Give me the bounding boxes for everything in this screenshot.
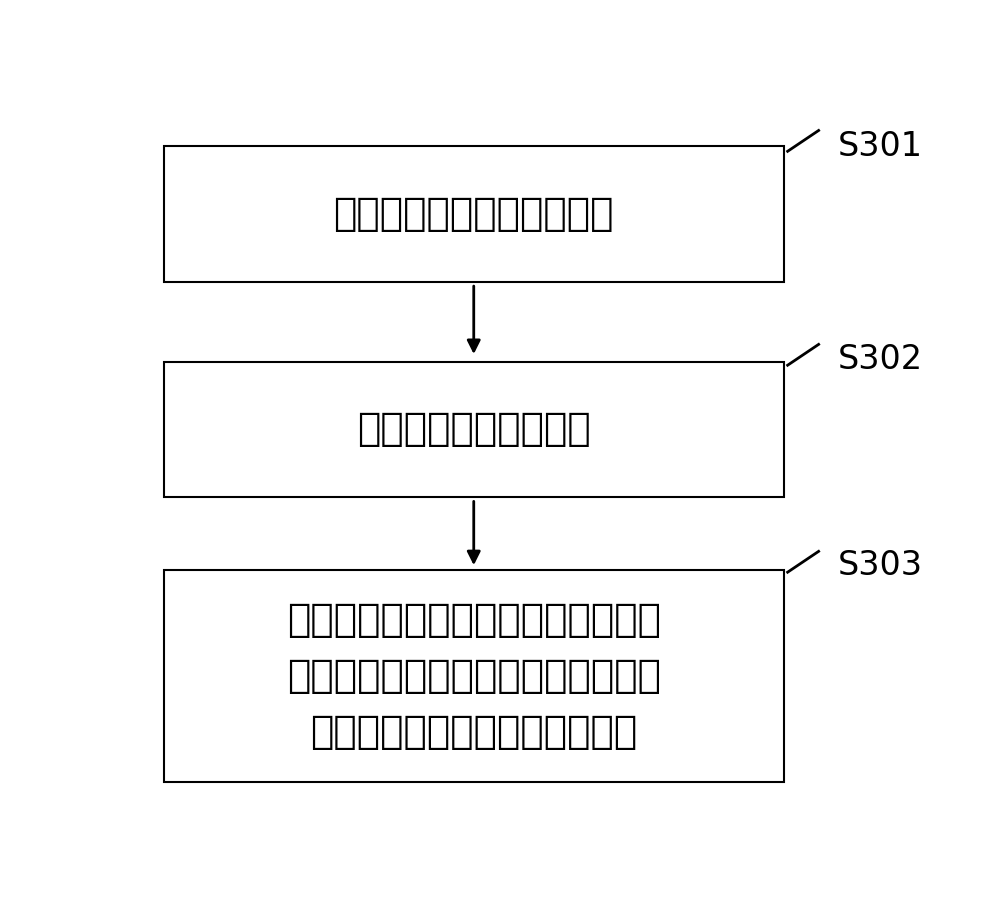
Text: 获取变频器功率模块的温度: 获取变频器功率模块的温度 (334, 195, 614, 233)
FancyBboxPatch shape (164, 146, 784, 281)
FancyBboxPatch shape (164, 570, 784, 782)
Text: S301: S301 (838, 130, 923, 163)
Text: 在变频器功率模块的温度大于或等于
室内换热器的温度的情况下，控制第
一流量调节阀和第二流量调节阀: 在变频器功率模块的温度大于或等于 室内换热器的温度的情况下，控制第 一流量调节阀… (287, 601, 661, 751)
Text: 获取室内换热器的温度: 获取室内换热器的温度 (357, 410, 591, 448)
Text: S303: S303 (838, 548, 923, 582)
FancyBboxPatch shape (164, 362, 784, 497)
Text: S302: S302 (838, 343, 923, 376)
